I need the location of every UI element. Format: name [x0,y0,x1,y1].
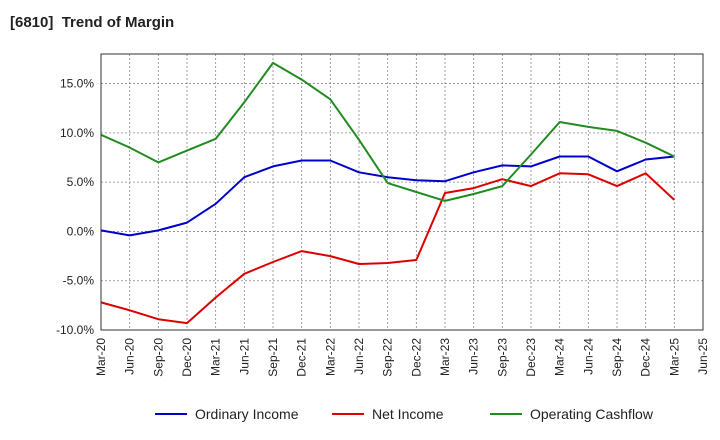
x-tick-label: Sep-20 [151,338,165,377]
plot-area [100,53,704,331]
legend-label: Net Income [372,406,444,422]
series-line-net-income [100,172,675,325]
x-tick-label: Mar-23 [438,338,452,376]
x-tick-label: Mar-20 [94,338,108,376]
x-tick-label: Jun-24 [581,338,595,375]
x-tick-label: Dec-21 [295,338,309,377]
y-tick-label: 10.0% [60,126,94,140]
plot-border [100,53,704,331]
x-tick-label: Mar-24 [553,338,567,376]
chart-title: [6810] Trend of Margin [10,14,175,31]
x-tick-label: Mar-21 [209,338,223,376]
x-tick-label: Jun-23 [467,338,481,375]
x-tick-label: Sep-22 [381,338,395,377]
y-tick-label: -5.0% [63,274,95,288]
x-tick-label: Jun-20 [123,338,137,375]
x-tick-label: Dec-23 [524,338,538,377]
x-tick-label: Mar-22 [323,338,337,376]
series-line-ordinary-income [100,155,675,237]
x-tick-label: Sep-23 [495,338,509,377]
x-tick-label: Dec-20 [180,338,194,377]
y-tick-label: 5.0% [67,175,95,189]
series-line-operating-cashflow [100,61,675,202]
x-tick-label: Mar-25 [667,338,681,376]
legend-label: Operating Cashflow [530,406,654,422]
x-tick-label: Jun-25 [696,338,710,375]
y-tick-label: -10.0% [56,323,94,337]
x-tick-label: Sep-24 [610,338,624,377]
x-tick-label: Dec-22 [409,338,423,377]
x-tick-label: Sep-21 [266,338,280,377]
y-tick-label: 0.0% [67,224,95,238]
y-tick-label: 15.0% [60,77,94,91]
x-tick-label: Dec-24 [639,338,653,377]
x-tick-label: Jun-21 [237,338,251,375]
x-tick-label: Jun-22 [352,338,366,375]
legend-label: Ordinary Income [195,406,299,422]
